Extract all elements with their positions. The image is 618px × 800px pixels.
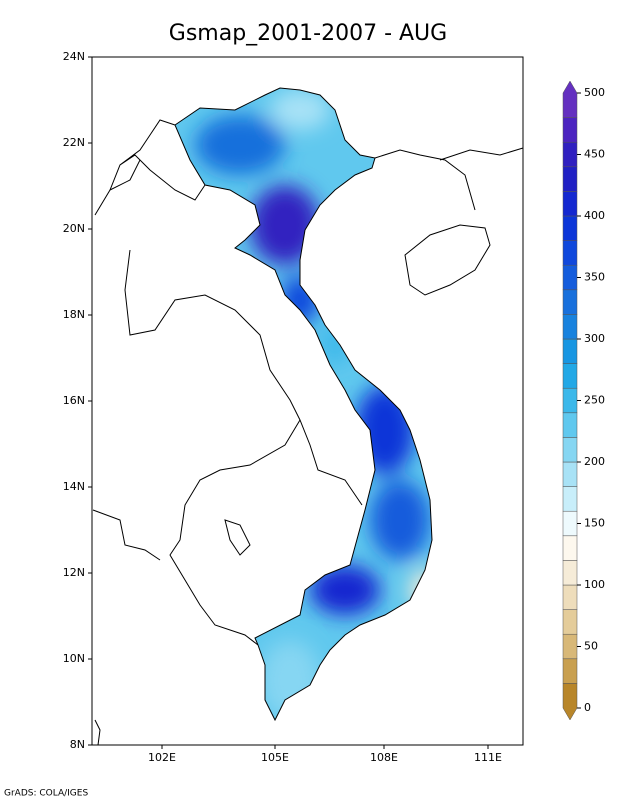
lon-label: 105E: [261, 751, 289, 764]
lat-label: 12N: [63, 566, 85, 579]
lon-label: 111E: [474, 751, 502, 764]
lon-label: 102E: [148, 751, 176, 764]
colorbar-bin: [562, 314, 578, 340]
lat-label: 22N: [63, 136, 85, 149]
colorbar-bin: [562, 166, 578, 192]
colorbar-bin: [562, 609, 578, 635]
colorbar-bin: [562, 117, 578, 143]
colorbar-bin: [562, 560, 578, 586]
lat-label: 24N: [63, 50, 85, 63]
lat-label: 14N: [63, 480, 85, 493]
colorbar-bin: [562, 215, 578, 241]
colorbar-label: 250: [584, 394, 605, 407]
footer: GrADS: COLA/IGES: [4, 789, 88, 799]
colorbar-end: [562, 683, 578, 721]
colorbar-bin: [562, 412, 578, 438]
colorbar-bin: [562, 363, 578, 389]
colorbar-bin: [562, 535, 578, 561]
colorbar-label: 450: [584, 148, 605, 161]
colorbar-bin: [562, 510, 578, 537]
lat-label: 16N: [63, 394, 85, 407]
colorbar-label: 200: [584, 455, 605, 468]
lat-label: 18N: [63, 308, 85, 321]
map-title: Gsmap_2001-2007 - AUG: [169, 21, 447, 46]
colorbar-end: [562, 80, 578, 118]
colorbar-bin: [562, 191, 578, 217]
colorbar-label: 400: [584, 209, 605, 222]
colorbar-bin: [562, 633, 578, 660]
colorbar-bin: [562, 486, 578, 512]
lon-label: 108E: [370, 751, 398, 764]
colorbar-bin: [562, 338, 578, 364]
colorbar-bin: [562, 289, 578, 315]
colorbar-bin: [562, 584, 578, 610]
colorbar-bin: [562, 141, 578, 168]
colorbar-bin: [562, 240, 578, 266]
lat-label: 8N: [70, 738, 85, 751]
colorbar-label: 0: [584, 701, 591, 714]
colorbar-label: 50: [584, 640, 598, 653]
colorbar-label: 100: [584, 578, 605, 591]
colorbar-bin: [562, 387, 578, 414]
lat-label: 20N: [63, 222, 85, 235]
colorbar-bin: [562, 437, 578, 463]
colorbar-label: 500: [584, 86, 605, 99]
colorbar-bin: [562, 658, 578, 684]
lat-label: 10N: [63, 652, 85, 665]
colorbar-label: 150: [584, 517, 605, 530]
boundaries: [92, 87, 524, 746]
colorbar-label: 350: [584, 271, 605, 284]
colorbar-bin: [562, 264, 578, 291]
colorbar-bin: [562, 461, 578, 487]
colorbar-label: 300: [584, 332, 605, 345]
